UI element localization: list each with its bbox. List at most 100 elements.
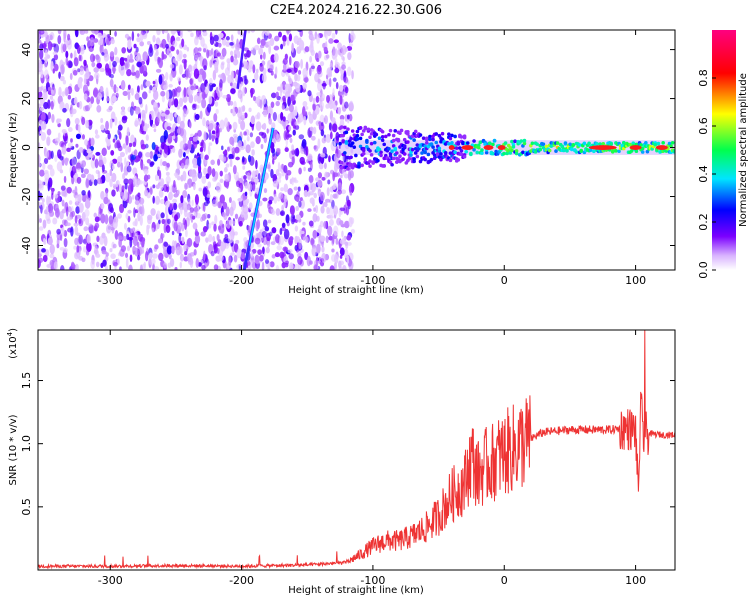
heatmap-cell — [140, 143, 147, 150]
heatmap-cell — [190, 32, 194, 38]
heatmap-cell — [173, 98, 179, 108]
heatmap-cell — [275, 264, 280, 270]
heatmap-cell — [39, 106, 45, 112]
heatmap-cell — [284, 84, 289, 91]
heatmap-cell — [84, 208, 90, 218]
heatmap-cell — [305, 106, 309, 110]
heatmap-cell — [398, 131, 402, 135]
heatmap-cell — [112, 138, 116, 143]
heatmap-cell — [171, 230, 175, 236]
heatmap-cell — [308, 30, 313, 35]
heatmap-cell — [418, 133, 423, 137]
heatmap-cell — [38, 142, 41, 151]
heatmap-cell — [283, 228, 290, 240]
heatmap-cell — [464, 149, 468, 154]
heatmap-cell — [294, 61, 300, 69]
heatmap-cell — [358, 126, 363, 130]
heatmap-cell — [555, 141, 560, 145]
heatmap-cell — [335, 146, 339, 151]
heatmap-cell — [259, 44, 265, 49]
heatmap-cell — [326, 30, 332, 37]
heatmap-cell — [293, 186, 298, 191]
heatmap-cell — [57, 123, 61, 128]
heatmap-cell — [209, 59, 213, 68]
heatmap-cell — [310, 135, 316, 141]
heatmap-cell — [172, 40, 178, 48]
heatmap-cell — [372, 140, 377, 145]
heatmap-cell — [225, 94, 232, 103]
heatmap-cell — [176, 189, 181, 195]
heatmap-cell — [285, 214, 290, 224]
heatmap-cell — [126, 160, 130, 166]
heatmap-cell — [163, 144, 168, 154]
snr-multiplier-close: ) — [8, 328, 19, 332]
heatmap-cell — [260, 143, 264, 150]
heatmap-cell — [312, 97, 316, 105]
heatmap-cell — [291, 176, 294, 186]
heatmap-cell — [76, 232, 81, 237]
heatmap-cell — [331, 117, 336, 123]
heatmap-cell — [68, 127, 73, 133]
heatmap-cell — [203, 250, 206, 261]
heatmap-cell — [54, 207, 60, 218]
heatmap-cell — [453, 150, 457, 155]
heatmap-cell — [614, 149, 618, 153]
heatmap-cell — [157, 166, 160, 171]
heatmap-cell — [234, 213, 239, 220]
heatmap-cell — [123, 178, 129, 185]
heatmap-cell — [155, 51, 159, 56]
snr-x-label: Height of straight line (km) — [288, 585, 424, 596]
heatmap-cell — [38, 257, 44, 263]
heatmap-cell — [318, 224, 322, 235]
heatmap-cell — [81, 190, 86, 196]
heatmap-cell — [346, 127, 350, 131]
heatmap-cell — [267, 59, 272, 67]
heatmap-cell — [156, 210, 161, 218]
heatmap-cell — [274, 35, 280, 42]
heatmap-cell — [203, 167, 207, 175]
heatmap-cell — [139, 41, 145, 47]
y-tick-label: 40 — [20, 43, 33, 57]
heatmap-cell — [242, 60, 247, 66]
heatmap-cell — [105, 252, 109, 257]
heatmap-cell — [122, 173, 126, 180]
heatmap-cell — [406, 132, 410, 136]
heatmap-cell — [88, 75, 94, 82]
heatmap-cell — [188, 136, 194, 141]
heatmap-cell — [257, 249, 263, 255]
heatmap-cell — [340, 189, 347, 195]
heatmap-cell — [132, 235, 138, 247]
heatmap-cell — [149, 43, 153, 54]
heatmap-cell — [175, 174, 179, 179]
heatmap-cell — [255, 221, 259, 232]
heatmap-cell — [235, 180, 241, 188]
heatmap-cell — [64, 133, 68, 139]
heatmap-cell — [382, 142, 387, 147]
heatmap-cell — [284, 147, 289, 153]
heatmap-cell — [73, 99, 78, 105]
heatmap-cell — [103, 196, 109, 205]
heatmap-cell — [100, 124, 105, 131]
heatmap-cell — [221, 145, 224, 151]
heatmap-cell — [120, 245, 126, 252]
heatmap-cell — [429, 142, 434, 146]
heatmap-cell — [161, 233, 165, 238]
heatmap-cell — [167, 133, 173, 144]
heatmap-cell — [108, 35, 111, 42]
heatmap-cell — [298, 134, 305, 140]
heatmap-cell — [98, 154, 103, 165]
heatmap-cell — [166, 48, 170, 56]
heatmap-cell — [217, 239, 222, 245]
heatmap-cell — [158, 74, 163, 85]
heatmap-cell — [225, 41, 231, 47]
heatmap-cell — [283, 194, 288, 203]
heatmap-cell — [94, 222, 100, 229]
heatmap-cell — [617, 149, 621, 154]
heatmap-cell — [173, 202, 178, 211]
heatmap-cell — [176, 49, 180, 55]
heatmap-cell — [255, 136, 261, 145]
heatmap-cell — [130, 181, 134, 193]
heatmap-cell — [409, 153, 413, 157]
heatmap-cell — [68, 207, 73, 213]
heatmap-cell — [316, 92, 322, 97]
